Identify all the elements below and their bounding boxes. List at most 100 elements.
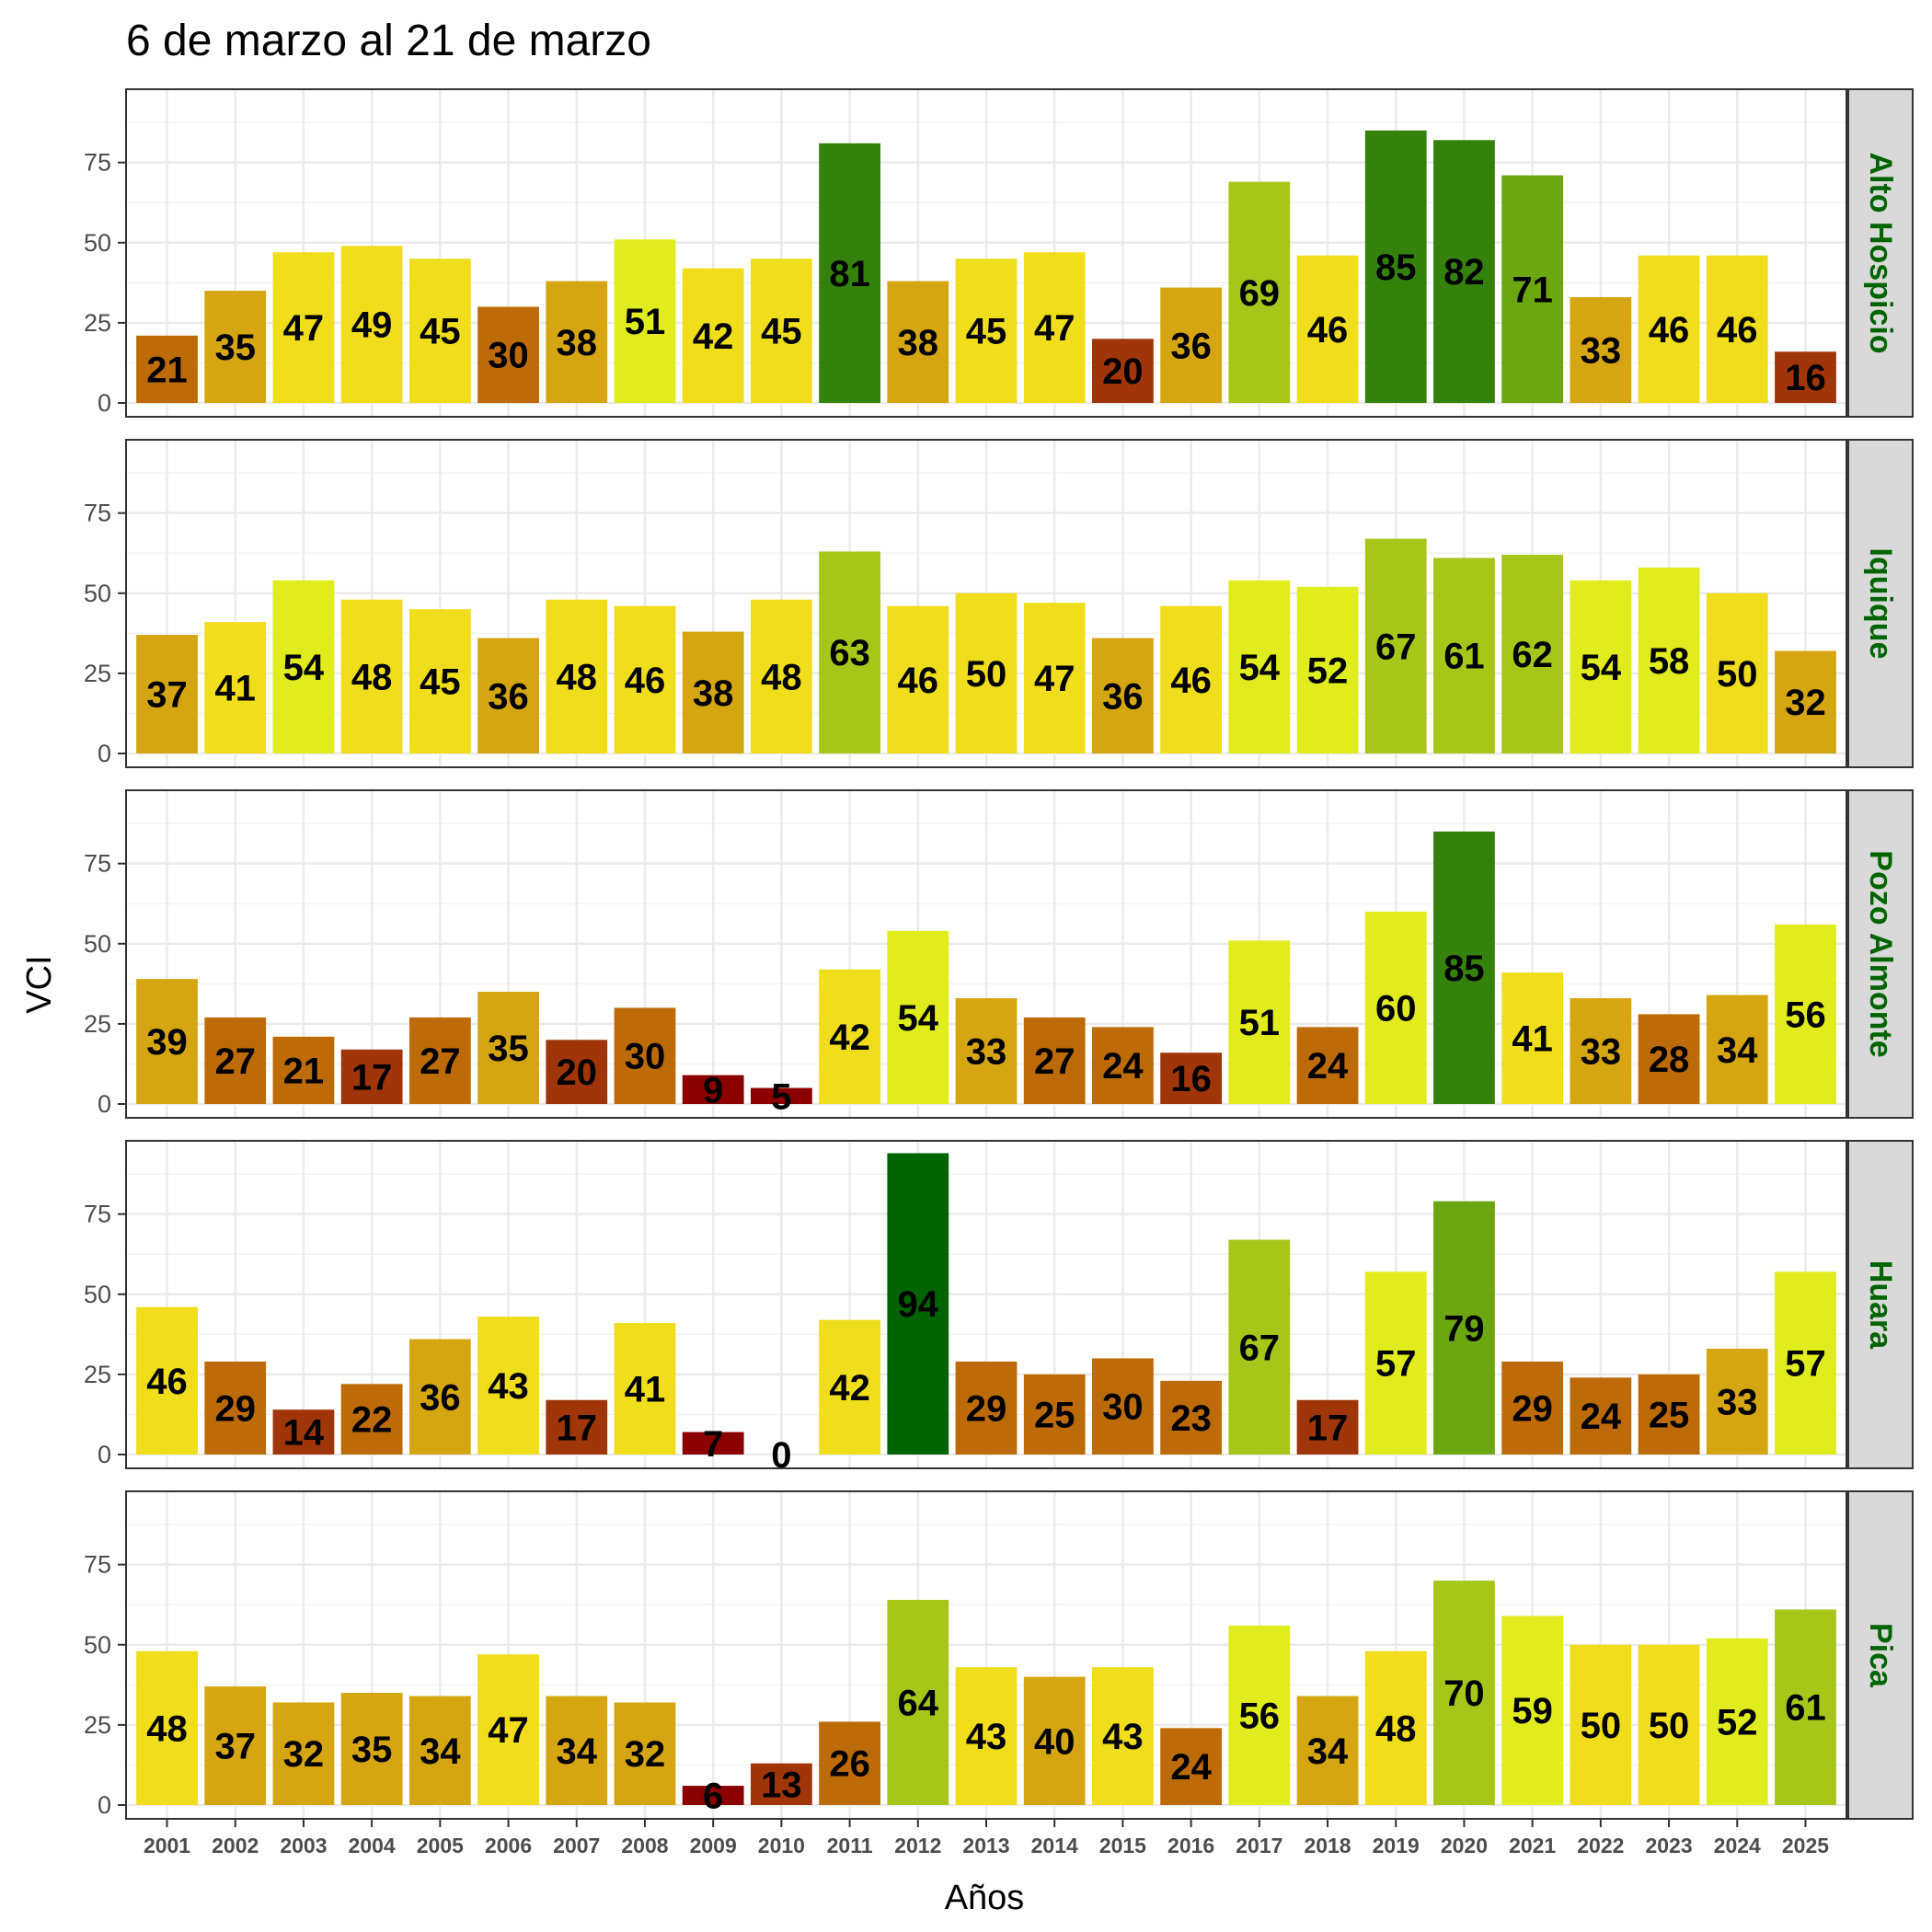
bar-label: 41	[625, 1370, 666, 1410]
bar-label: 69	[1239, 273, 1281, 314]
bar	[1501, 972, 1564, 1104]
bar	[1228, 940, 1291, 1104]
y-tick-label: 25	[84, 309, 111, 337]
bar-label: 50	[966, 654, 1007, 695]
bar-label: 43	[966, 1717, 1007, 1757]
bar-label: 70	[1443, 1673, 1485, 1714]
bar-label: 30	[1102, 1387, 1144, 1428]
bar-label: 60	[1375, 988, 1417, 1029]
bar-label: 51	[1239, 1003, 1281, 1043]
bar	[477, 1654, 539, 1805]
bar	[955, 1667, 1018, 1805]
bar	[204, 1361, 267, 1455]
y-tick-label: 0	[98, 1441, 111, 1468]
facet-strip	[1847, 789, 1914, 1119]
y-tick-label: 25	[84, 1010, 111, 1038]
y-tick-label: 0	[98, 1791, 111, 1819]
bar	[340, 1693, 403, 1805]
bar	[408, 1696, 471, 1805]
panel-border	[125, 789, 1847, 1119]
facet-strip-label: Huara	[1863, 1260, 1898, 1350]
bar-label: 36	[420, 1377, 461, 1418]
bar-label: 33	[1581, 1032, 1622, 1073]
bar-label: 24	[1102, 1046, 1144, 1087]
bar-label: 49	[351, 305, 393, 346]
bar	[1160, 287, 1223, 403]
bar-label: 54	[1581, 648, 1622, 688]
bar	[614, 605, 676, 753]
bar	[1228, 181, 1291, 403]
bar-label: 46	[1649, 310, 1690, 351]
bar	[1228, 1239, 1291, 1455]
bar-label: 24	[1307, 1046, 1349, 1087]
x-tick-label: 2015	[1099, 1834, 1146, 1857]
bar-label: 48	[1375, 1708, 1417, 1749]
x-tick-label: 2017	[1236, 1834, 1282, 1857]
bar	[887, 1599, 949, 1805]
y-axis-title: VCI	[20, 955, 59, 1013]
bar	[682, 268, 744, 403]
bar	[340, 246, 403, 403]
facet-strip-label: Iquique	[1863, 548, 1898, 660]
bar-label: 50	[1649, 1706, 1690, 1746]
bar-label: 42	[693, 316, 734, 357]
bar-label: 25	[1649, 1395, 1690, 1435]
bar-label: 16	[1785, 358, 1826, 398]
bar	[1296, 1027, 1359, 1104]
bar-label: 46	[1307, 310, 1349, 351]
bar	[272, 1409, 335, 1455]
bar	[340, 1384, 403, 1455]
bar-label: 57	[1785, 1344, 1826, 1385]
bar	[1228, 580, 1291, 753]
bar	[1501, 554, 1564, 753]
bar-label: 22	[351, 1400, 393, 1441]
y-tick-label: 0	[98, 389, 111, 417]
bar	[1570, 1644, 1632, 1805]
bar-label: 36	[1102, 676, 1144, 717]
bar-label: 48	[351, 657, 393, 697]
bar-label: 45	[966, 312, 1007, 352]
y-tick-label: 50	[84, 930, 111, 958]
bar	[614, 239, 676, 403]
bar	[1433, 558, 1495, 753]
bar	[272, 252, 335, 403]
bar-label: 32	[283, 1734, 325, 1775]
bar-label: 38	[557, 323, 598, 363]
bar-label: 34	[1307, 1731, 1349, 1772]
panel-border	[125, 88, 1847, 418]
y-tick-label: 75	[84, 1201, 111, 1228]
y-tick-label: 0	[98, 740, 111, 767]
bar	[477, 306, 539, 403]
y-tick-label: 50	[84, 1281, 111, 1308]
facet-panel: 37 41 54 48 45 36 48 46 38 48 63 46 50 47 36 46 54 52 67 61…	[84, 439, 1914, 768]
bar	[819, 969, 880, 1104]
bar-label: 24	[1581, 1397, 1622, 1437]
bar	[1706, 592, 1768, 753]
facet-strip-label: Alto Hospicio	[1863, 152, 1898, 353]
bar-label: 54	[898, 998, 939, 1039]
bar	[546, 599, 608, 753]
x-tick-label: 2024	[1714, 1834, 1761, 1857]
bar-label: 85	[1375, 247, 1417, 288]
bar	[955, 592, 1018, 753]
bar	[408, 259, 471, 403]
bar	[1501, 1361, 1564, 1455]
bar	[477, 638, 539, 753]
bar	[1638, 1014, 1700, 1104]
bar-label: 37	[214, 1727, 256, 1767]
bar	[1638, 567, 1700, 753]
bar-label: 35	[488, 1029, 529, 1069]
bar	[340, 1049, 403, 1104]
bar-label: 6	[703, 1777, 723, 1817]
y-tick-label: 50	[84, 1631, 111, 1659]
x-tick-label: 2008	[621, 1834, 668, 1857]
facet-panel: 21 35 47 49 45 30 38 51 42 45 81 38 45 47 20 36 69 46 85 82…	[84, 88, 1914, 418]
bar-label: 35	[351, 1730, 393, 1770]
x-tick-label: 2004	[349, 1834, 396, 1857]
bar-label: 16	[1170, 1059, 1212, 1099]
x-tick-label: 2009	[690, 1834, 737, 1857]
bar	[1296, 255, 1359, 403]
bar-label: 50	[1581, 1706, 1622, 1746]
bar	[1023, 252, 1086, 403]
facet-panel: 46 29 14 22 36 43 17 41 7 0 42 94 29 25 30 23 67 17 57 79 29…	[84, 1140, 1914, 1476]
